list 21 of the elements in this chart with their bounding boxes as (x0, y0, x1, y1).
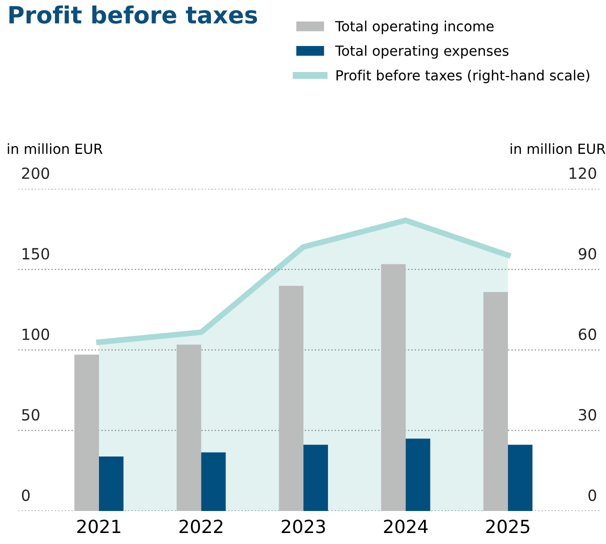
x-tick-label: 2024 (384, 520, 428, 534)
y2-axis-title: in million EUR (510, 143, 606, 154)
chart-title: Profit before taxes (9, 5, 257, 24)
y2-tick-label: 60 (578, 328, 596, 340)
x-tick-label: 2022 (180, 520, 222, 534)
y2-tick-label: 30 (578, 409, 596, 421)
y-tick-label: 100 (22, 328, 50, 340)
y2-tick-label: 120 (570, 167, 596, 180)
x-tick-label: 2021 (77, 520, 120, 534)
legend-label: Total operating expenses (335, 45, 508, 59)
legend-label: Profit before taxes (right-hand scale) (336, 70, 590, 84)
legend-label: Total operating income (335, 20, 494, 34)
x-tick-label: 2025 (486, 520, 530, 534)
y-tick-label: 0 (22, 490, 30, 502)
x-tick-label: 2023 (282, 520, 325, 534)
y-tick-label: 50 (22, 409, 40, 421)
y2-tick-label: 0 (588, 490, 596, 502)
y-axis-title: in million EUR (8, 143, 102, 154)
y-tick-label: 200 (22, 167, 50, 180)
y2-tick-label: 90 (578, 248, 596, 260)
y-tick-label: 150 (22, 248, 50, 260)
